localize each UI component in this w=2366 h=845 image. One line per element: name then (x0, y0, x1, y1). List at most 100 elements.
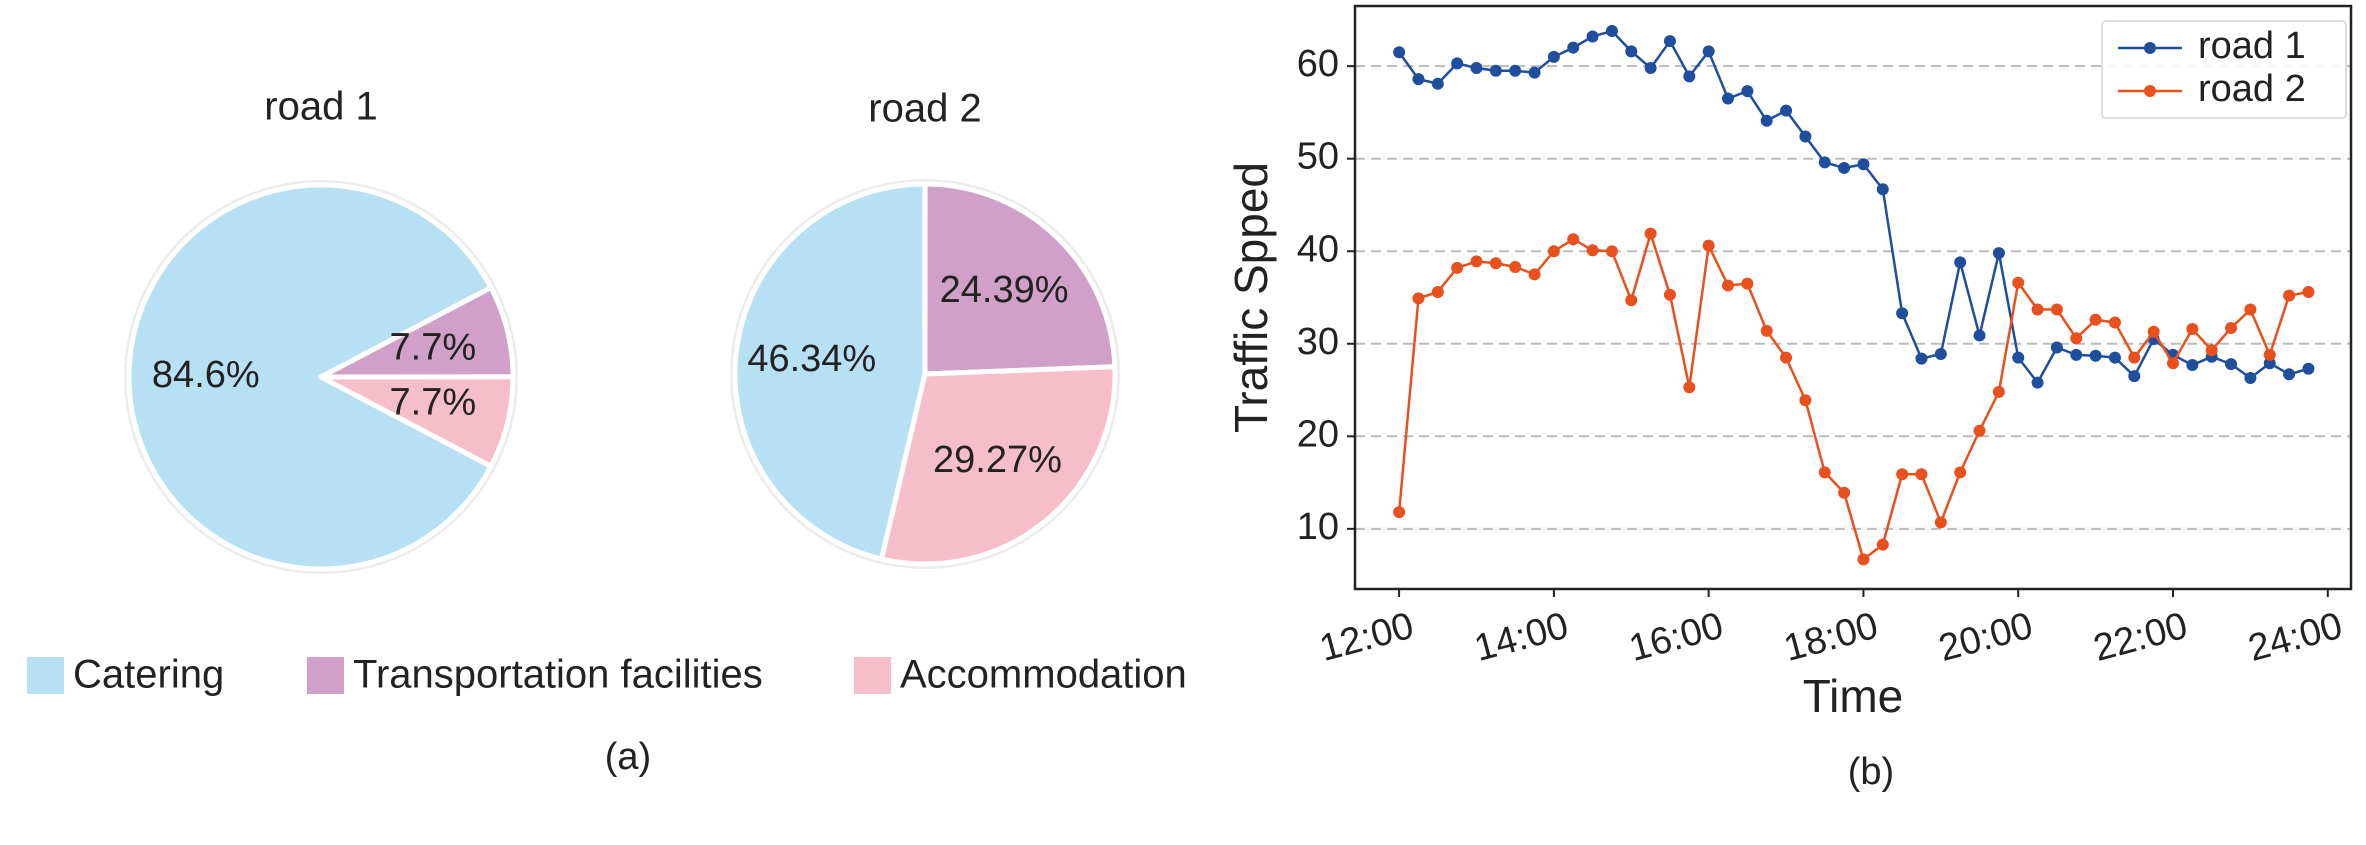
pie-slice (879, 364, 1118, 567)
marker (1915, 352, 1928, 365)
y-tick-label: 40 (1297, 228, 1339, 270)
marker (1412, 292, 1425, 305)
x-tick-label: 22:00 (2089, 605, 2192, 670)
marker (1896, 307, 1909, 320)
marker (1586, 244, 1599, 257)
marker (1547, 245, 1560, 258)
data-label: 7.7% (390, 326, 477, 368)
marker (1992, 247, 2005, 260)
marker (1683, 70, 1696, 83)
marker (1393, 46, 1406, 59)
marker (2012, 276, 2025, 289)
data-label: 29.27% (933, 439, 1062, 481)
marker (1818, 156, 1831, 169)
x-tick-label: 24:00 (2244, 605, 2347, 670)
marker (2225, 322, 2238, 335)
marker (1934, 347, 1947, 360)
marker (2050, 303, 2063, 316)
legend-label: Catering (73, 653, 224, 697)
marker (2070, 332, 2083, 345)
marker (1489, 64, 1502, 77)
legend-label: Accommodation (900, 653, 1187, 697)
marker (1838, 161, 1851, 174)
marker (2186, 359, 2199, 372)
marker (1547, 50, 1560, 63)
pie-slice (732, 181, 928, 562)
marker (1954, 466, 1967, 479)
marker (1489, 257, 1502, 270)
marker (2244, 372, 2257, 385)
marker (1528, 268, 1541, 281)
marker (2225, 358, 2238, 371)
marker (2302, 285, 2315, 298)
y-tick-label: 10 (1297, 506, 1339, 548)
marker (2128, 370, 2141, 383)
y-axis-label: Traffic Spped (1225, 162, 1277, 433)
marker (2089, 349, 2102, 362)
marker (1818, 466, 1831, 479)
marker (1760, 324, 1773, 337)
marker (1644, 227, 1657, 240)
marker (1451, 57, 1464, 70)
marker (2031, 303, 2044, 316)
marker (2283, 368, 2296, 381)
marker (1431, 77, 1444, 90)
pie-title: road 1 (264, 85, 377, 129)
marker (1780, 351, 1793, 364)
x-tick-label: 16:00 (1625, 605, 1728, 670)
marker (1876, 183, 1889, 196)
x-tick-label: 18:00 (1780, 605, 1883, 670)
marker (2108, 351, 2121, 364)
marker (1799, 130, 1812, 143)
marker (1760, 114, 1773, 127)
marker (1470, 62, 1483, 75)
legend-label: road 1 (2198, 25, 2306, 67)
marker (2147, 325, 2160, 338)
marker (1799, 394, 1812, 407)
x-axis-label: Time (1803, 670, 1904, 722)
marker (2186, 322, 2199, 335)
marker (1663, 288, 1676, 301)
marker (2128, 351, 2141, 364)
marker (1586, 30, 1599, 43)
marker (1915, 468, 1928, 481)
marker (1838, 486, 1851, 499)
marker (1644, 62, 1657, 75)
marker (1722, 92, 1735, 105)
marker (2012, 351, 2025, 364)
marker (2205, 344, 2218, 357)
legend-box (2101, 20, 2347, 119)
data-label: 24.39% (940, 269, 1069, 311)
marker (1992, 385, 2005, 398)
pie-slice (318, 374, 516, 469)
marker (1702, 239, 1715, 252)
legend-marker (2144, 42, 2156, 54)
marker (1896, 468, 1909, 481)
marker (1431, 285, 1444, 298)
marker (2167, 357, 2180, 370)
data-label: 46.34% (747, 338, 876, 380)
marker (2050, 341, 2063, 354)
marker (1702, 45, 1715, 58)
marker (2263, 357, 2276, 370)
data-label: 84.6% (152, 354, 260, 396)
marker (1780, 104, 1793, 117)
pie-slice (922, 181, 1118, 377)
marker (1605, 24, 1618, 37)
marker (2302, 362, 2315, 375)
legend-swatch (25, 655, 66, 696)
marker (1973, 329, 1986, 342)
marker (1393, 506, 1406, 519)
marker (1683, 381, 1696, 394)
marker (1470, 255, 1483, 268)
marker (1857, 553, 1870, 566)
marker (1934, 516, 1947, 529)
marker (2244, 303, 2257, 316)
y-tick-label: 30 (1297, 321, 1339, 363)
marker (1625, 45, 1638, 58)
line (1397, 229, 2309, 562)
caption: (a) (605, 736, 651, 778)
marker (1509, 64, 1522, 77)
legend-swatch (305, 655, 346, 696)
marker (1412, 73, 1425, 86)
